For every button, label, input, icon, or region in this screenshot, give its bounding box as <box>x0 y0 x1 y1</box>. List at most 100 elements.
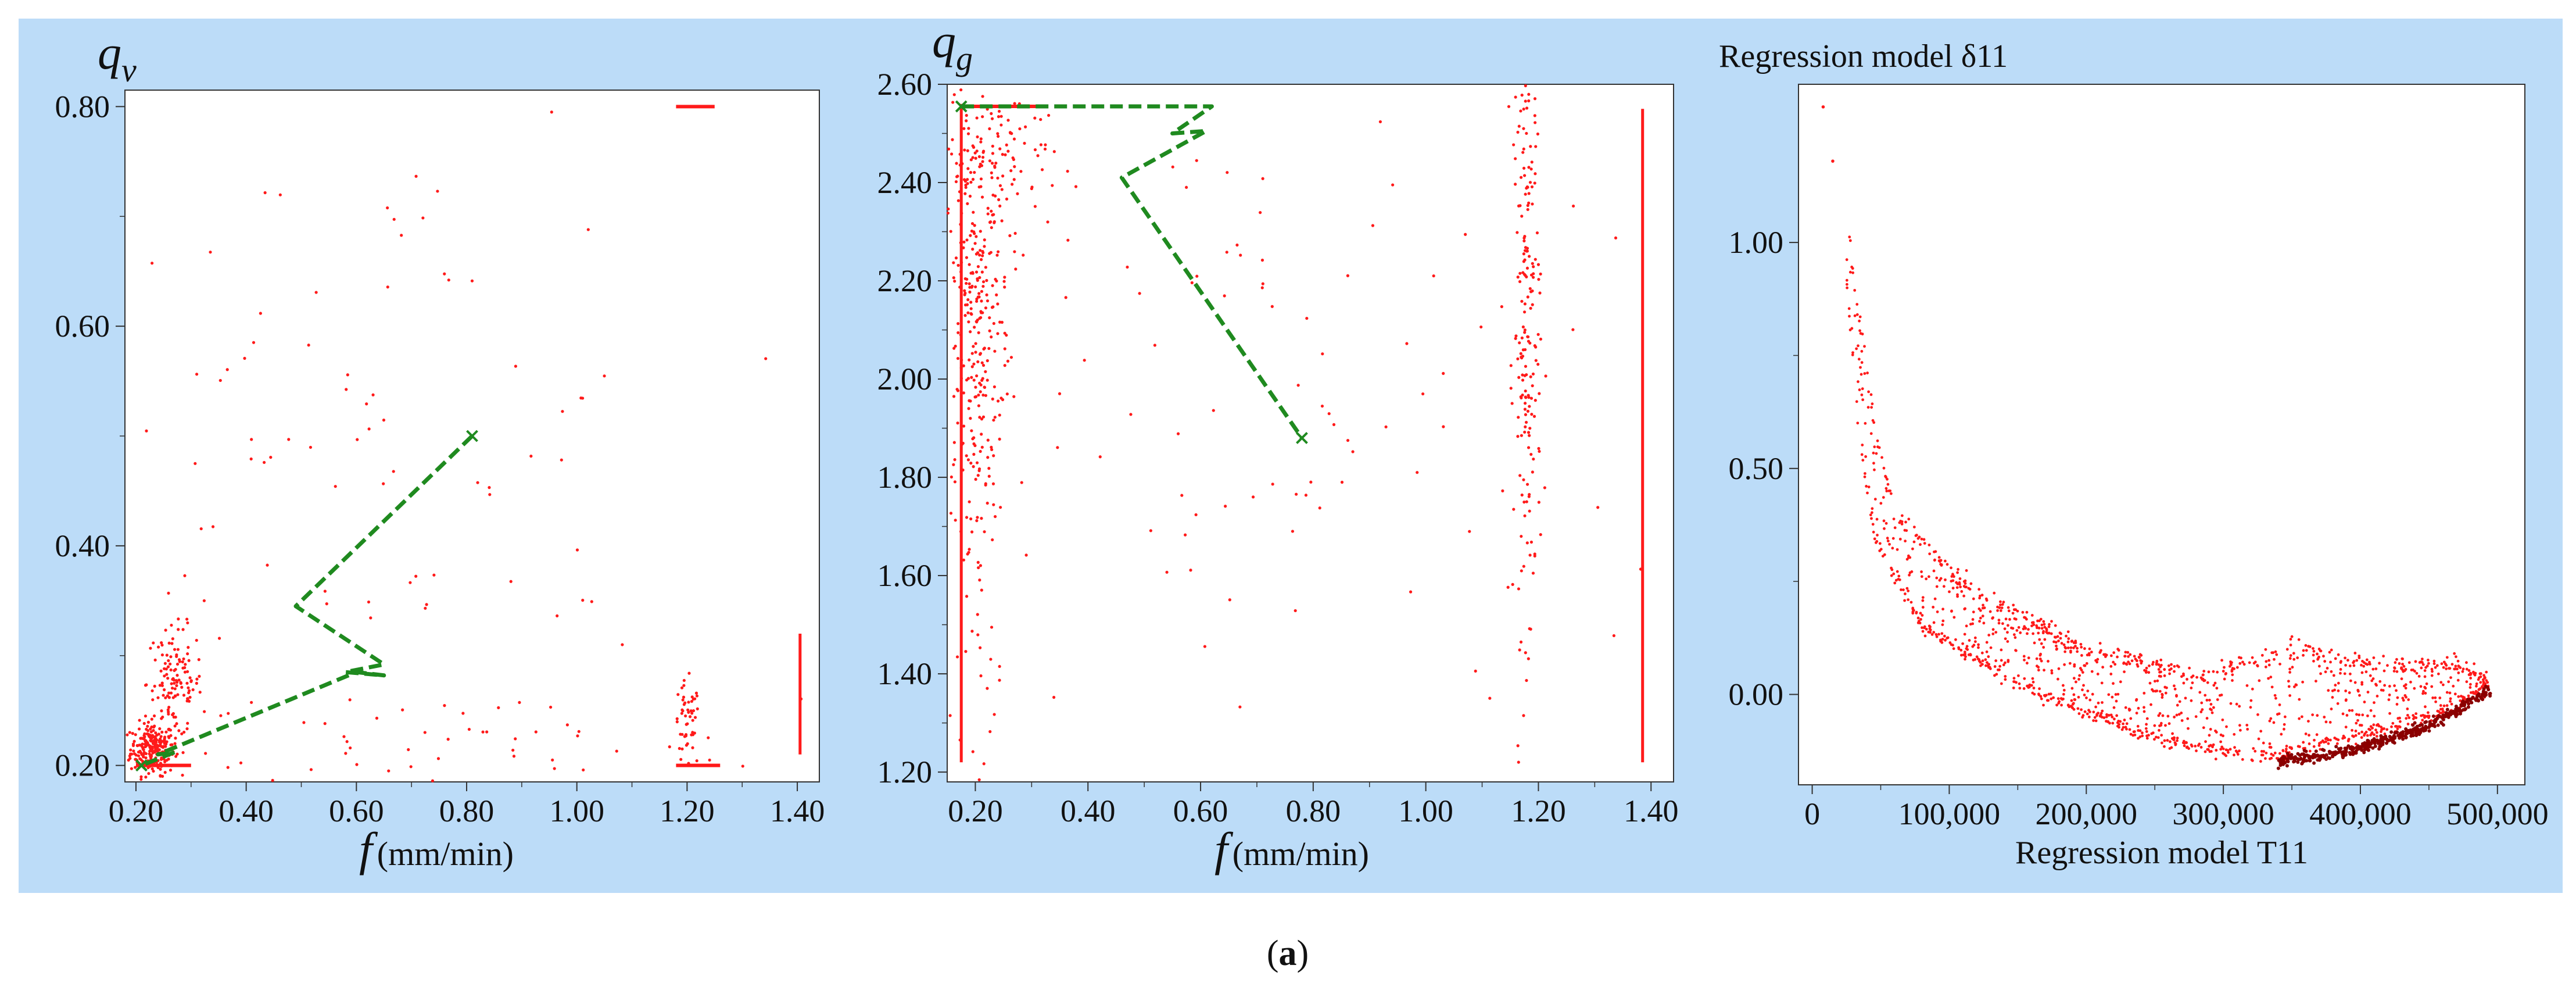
data-point <box>167 641 171 645</box>
data-point <box>1030 185 1034 189</box>
data-point <box>2047 660 2050 663</box>
data-point <box>2213 681 2217 685</box>
data-point <box>2334 657 2337 660</box>
data-point <box>2180 711 2183 714</box>
data-point <box>2054 624 2057 627</box>
data-point <box>2315 733 2319 737</box>
data-point <box>2219 748 2223 751</box>
data-point <box>2327 742 2330 745</box>
data-point <box>2222 670 2225 673</box>
data-point <box>2364 730 2368 734</box>
x-tick-label: 100,000 <box>1898 796 2001 831</box>
data-point <box>952 463 955 466</box>
y-tick-label: 2.20 <box>877 263 933 298</box>
data-point <box>1535 231 1539 235</box>
data-point <box>1520 569 1523 573</box>
data-point <box>171 637 174 641</box>
data-point <box>185 681 189 685</box>
data-point <box>2373 733 2376 737</box>
data-point <box>2322 741 2326 744</box>
data-point <box>979 646 982 649</box>
data-point <box>980 433 983 436</box>
data-point <box>2097 701 2100 705</box>
data-point <box>2328 756 2332 760</box>
data-point <box>2155 659 2159 663</box>
data-point <box>1979 616 1982 620</box>
data-point <box>965 454 968 458</box>
data-point <box>1821 105 1825 109</box>
data-point <box>2041 631 2045 635</box>
data-point <box>1978 620 1981 623</box>
data-point <box>971 248 974 251</box>
data-point <box>2355 713 2358 716</box>
data-point <box>980 299 983 303</box>
data-point <box>1911 547 1914 551</box>
data-point <box>1520 493 1524 497</box>
data-point <box>2307 720 2310 723</box>
data-point <box>409 765 413 769</box>
data-point <box>1528 255 1531 258</box>
data-point <box>976 560 980 564</box>
data-point <box>976 277 979 281</box>
data-point <box>2030 613 2034 617</box>
data-point <box>436 190 439 193</box>
data-point <box>2425 682 2428 685</box>
data-point <box>2328 721 2332 724</box>
data-point <box>2113 663 2117 666</box>
data-point <box>1003 364 1006 367</box>
data-point <box>974 320 978 323</box>
data-point <box>1860 349 1864 353</box>
data-point <box>2273 694 2277 697</box>
data-point <box>1935 585 1939 588</box>
data-point <box>1596 506 1600 509</box>
data-point <box>2055 703 2058 707</box>
data-point <box>2175 713 2179 717</box>
data-point <box>2238 724 2241 727</box>
data-point <box>2278 662 2281 666</box>
data-point <box>2112 682 2115 685</box>
data-point <box>1527 394 1530 397</box>
data-point <box>2056 635 2059 638</box>
data-point <box>2153 680 2156 683</box>
data-point <box>980 195 984 199</box>
data-point <box>1304 494 1308 497</box>
data-point <box>2305 649 2308 652</box>
data-point <box>1863 345 1866 348</box>
data-point <box>1501 489 1504 492</box>
data-point <box>1525 131 1528 135</box>
data-point <box>2298 698 2301 701</box>
data-point <box>1024 125 1027 128</box>
data-point <box>972 210 975 214</box>
data-point <box>2107 714 2111 717</box>
data-point <box>953 480 957 484</box>
data-point <box>2413 728 2417 732</box>
data-point <box>967 407 970 410</box>
data-point <box>2215 731 2218 734</box>
data-point <box>978 352 982 356</box>
data-point <box>1526 295 1529 299</box>
data-point <box>1527 431 1531 434</box>
data-point <box>169 662 172 666</box>
data-point <box>2476 698 2480 702</box>
data-point <box>962 424 966 428</box>
data-point <box>2013 680 2016 684</box>
data-point <box>1957 568 1959 571</box>
data-point <box>2373 714 2376 718</box>
data-point <box>1890 574 1893 577</box>
data-point <box>2014 617 2018 621</box>
data-point <box>1860 373 1863 376</box>
data-point <box>164 696 167 699</box>
data-point <box>1933 559 1936 562</box>
data-point <box>986 501 989 505</box>
data-point <box>970 221 974 226</box>
data-point <box>2360 736 2363 739</box>
data-point <box>1977 658 1981 661</box>
data-point <box>2456 659 2460 663</box>
data-point <box>2467 694 2470 698</box>
data-point <box>2301 761 2305 765</box>
chart-qg: 0.20 0.40 0.60 0.80 1.00 1.20 1.401.201.401.60… <box>877 15 1679 875</box>
data-point <box>2292 657 2296 661</box>
data-point <box>174 755 178 758</box>
data-point <box>1507 105 1511 108</box>
data-point <box>2389 730 2394 734</box>
